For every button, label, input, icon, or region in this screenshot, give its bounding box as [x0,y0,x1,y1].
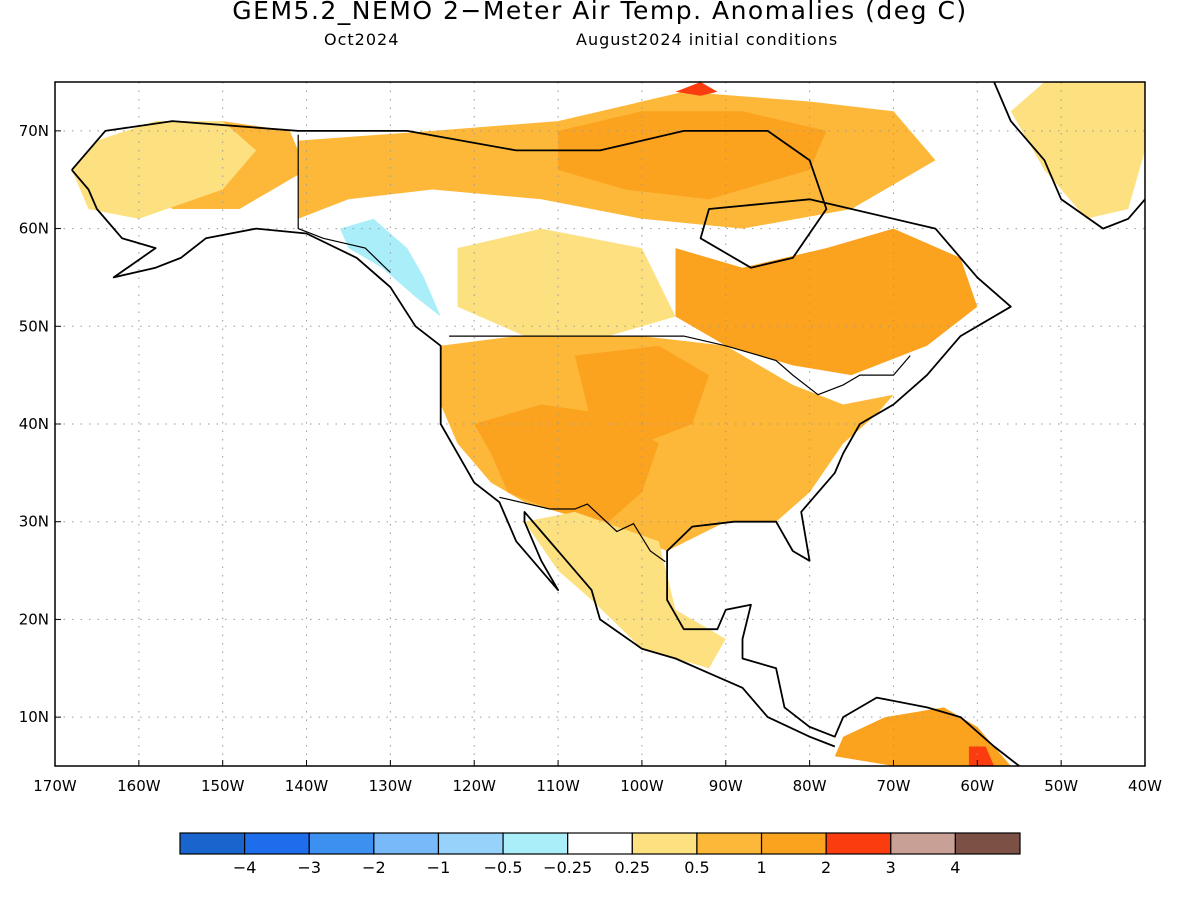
chart-title: GEM5.2_NEMO 2−Meter Air Temp. Anomalies … [232,0,968,25]
legend-swatch [631,832,698,855]
legend-label: 2 [821,858,831,877]
lat-tick-label: 40N [19,415,49,433]
legend-swatch [437,832,504,855]
legend-label: −3 [297,858,321,877]
lon-tick-label: 60W [960,777,994,795]
anomaly-region-greenland-mild [1010,82,1145,219]
latitude-tick-labels: 70N 60N 50N 40N 30N 20N 10N [19,122,61,726]
legend-swatch [308,832,375,855]
anomaly-region-baffin-hotspot [675,82,718,96]
anomaly-region-guyana-hotspot [968,746,995,766]
legend-label: 3 [886,858,896,877]
pacific-coast [71,169,836,748]
legend-swatch [567,832,633,855]
lon-tick-label: 50W [1044,777,1078,795]
lon-tick-label: 150W [201,777,245,795]
lon-tick-label: 130W [369,777,413,795]
legend-label: −2 [362,858,386,877]
lat-tick-label: 30N [19,513,49,531]
lon-tick-label: 160W [117,777,161,795]
legend-label: −0.25 [543,858,592,877]
legend-label: −0.5 [484,858,523,877]
legend-swatch [696,832,763,855]
lon-tick-label: 140W [285,777,329,795]
lon-tick-label: 170W [33,777,77,795]
lat-tick-label: 20N [19,610,49,628]
color-legend: −4 −3 −2 −1 −0.5 −0.25 0.25 0.5 1 2 3 4 [179,832,1021,877]
anomaly-region-central-plains-warm [574,345,709,444]
lon-tick-label: 100W [620,777,664,795]
us-mexico-border [499,496,666,563]
anomaly-region-mexico-mild [524,511,726,669]
legend-swatch [373,832,440,855]
legend-swatch [954,832,1021,855]
north-america-coast [71,120,1020,766]
longitude-tick-labels: 170W 160W 150W 140W 130W 120W 110W 100W 90W 80W 70… [33,760,1162,795]
lat-tick-label: 70N [19,122,49,140]
legend-label: 0.25 [614,858,650,877]
lat-tick-label: 50N [19,317,49,335]
anomaly-region-quebec-labrador-warm [675,228,978,376]
anomaly-region-southwest-warm [474,404,659,522]
anomaly-region-alaska-west-mild [71,121,257,219]
legend-label: −4 [233,858,257,877]
legend-swatch [502,832,569,855]
lon-tick-label: 110W [536,777,580,795]
us-canada-border [449,335,911,396]
greenland-coast [993,82,1145,230]
lon-tick-label: 80W [793,777,827,795]
coastlines [71,82,1145,766]
legend-label: 1 [756,858,766,877]
political-borders [297,134,911,563]
lat-tick-label: 60N [19,220,49,238]
legend-swatch [760,832,827,855]
lon-tick-label: 120W [452,777,496,795]
lat-tick-label: 10N [19,708,49,726]
legend-label: 0.5 [684,858,709,877]
alaska-canada-border [297,134,391,273]
legend-swatch [890,832,956,855]
initial-conditions-label: August2024 initial conditions [576,30,839,49]
legend-label: 4 [950,858,960,877]
legend-swatch [179,832,246,855]
lead-month-label: Oct2024 [324,30,400,49]
legend-swatch [825,832,892,855]
lon-tick-label: 90W [709,777,743,795]
anomaly-region-hudson-core-warm [558,111,827,200]
anomaly-region-pacific-nw-cool [340,218,441,317]
lon-tick-label: 40W [1128,777,1162,795]
anomaly-region-prairies-mild [457,228,676,337]
legend-swatch [244,832,310,855]
lon-tick-label: 70W [877,777,911,795]
legend-label: −1 [427,858,451,877]
